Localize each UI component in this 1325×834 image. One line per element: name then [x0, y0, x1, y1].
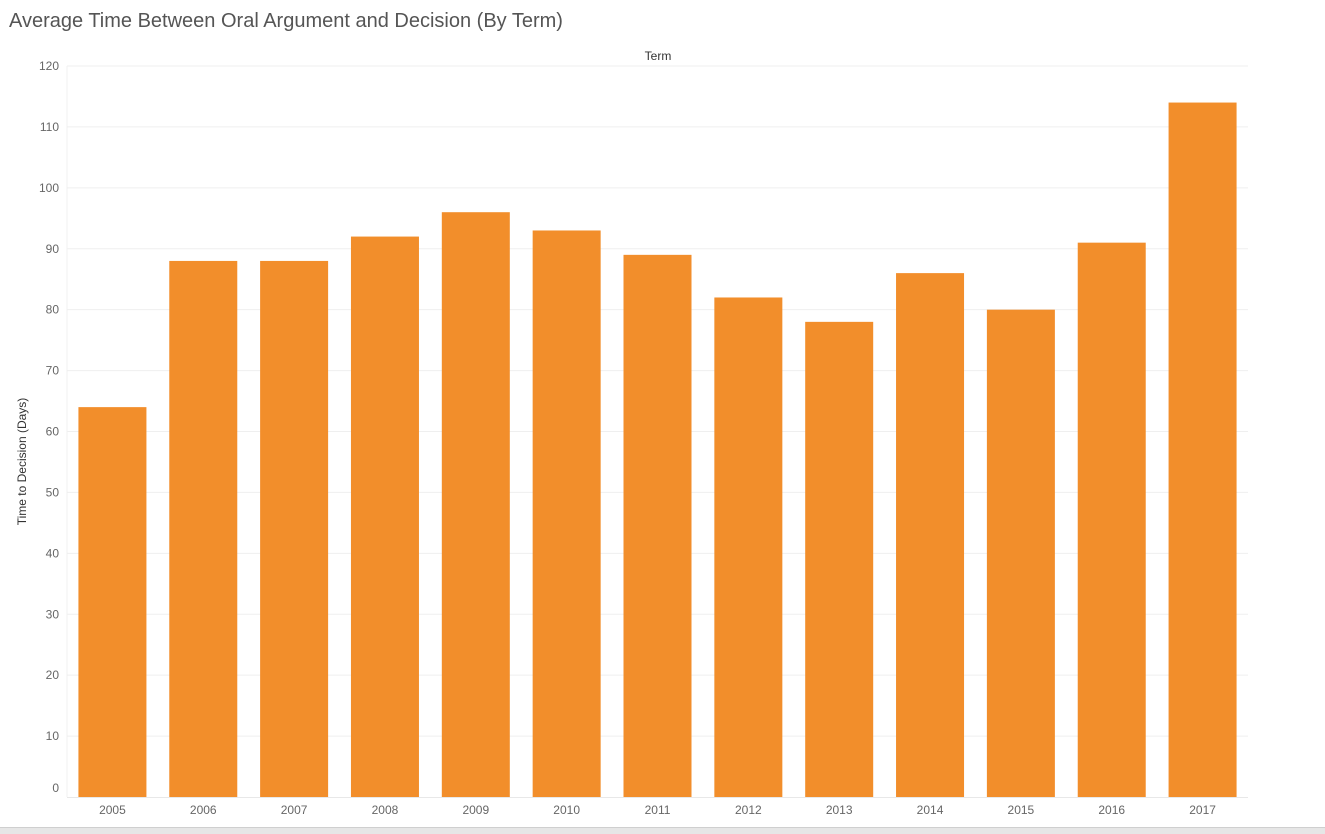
y-tick-label: 100 [39, 181, 59, 195]
column-header: Term [645, 49, 672, 63]
y-tick-label: 120 [39, 59, 59, 73]
x-tick-label: 2010 [553, 803, 580, 817]
bar-2005 [78, 407, 147, 797]
bars [78, 102, 1237, 798]
footer-bar [0, 827, 1325, 834]
x-tick-label: 2012 [735, 803, 762, 817]
x-tick-label: 2011 [645, 803, 671, 817]
y-tick-label: 10 [46, 729, 60, 743]
bar-2014 [896, 273, 965, 797]
bar-2006 [169, 260, 238, 797]
bar-2016 [1077, 242, 1146, 798]
x-tick-label: 2009 [462, 803, 489, 817]
x-tick-label: 2015 [1008, 803, 1035, 817]
bar-2013 [805, 321, 874, 797]
bar-2015 [986, 309, 1055, 797]
x-tick-label: 2006 [190, 803, 217, 817]
y-tick-label: 50 [46, 485, 60, 499]
y-tick-label: 90 [46, 242, 60, 256]
y-tick-label: 40 [46, 546, 60, 560]
y-tick-label: 70 [46, 364, 60, 378]
bar-2008 [350, 236, 419, 798]
x-tick-label: 2008 [372, 803, 399, 817]
y-axis-ticks: 0 10 20 30 40 50 60 70 80 90 100 110 120 [39, 59, 59, 795]
bar-2017 [1168, 102, 1237, 798]
chart-title: Average Time Between Oral Argument and D… [9, 10, 563, 32]
x-tick-label: 2017 [1189, 803, 1216, 817]
bar-2011 [623, 254, 692, 797]
bar-2010 [532, 230, 601, 798]
bar-2009 [441, 212, 510, 797]
x-tick-label: 2016 [1098, 803, 1125, 817]
x-tick-label: 2007 [281, 803, 308, 817]
y-tick-label: 0 [52, 781, 59, 795]
x-tick-label: 2014 [917, 803, 944, 817]
y-axis-label: Time to Decision (Days) [15, 398, 29, 526]
x-axis-ticks: 2005 2006 2007 2008 2009 2010 2011 2012 2013 2014… [67, 797, 1248, 817]
bar-2012 [714, 297, 783, 797]
y-tick-label: 20 [46, 668, 60, 682]
x-tick-label: 2005 [99, 803, 126, 817]
x-tick-label: 2013 [826, 803, 853, 817]
y-tick-label: 80 [46, 303, 60, 317]
bar-2007 [260, 260, 329, 797]
y-tick-label: 110 [40, 120, 59, 134]
y-tick-label: 60 [46, 425, 60, 439]
y-tick-label: 30 [46, 607, 60, 621]
